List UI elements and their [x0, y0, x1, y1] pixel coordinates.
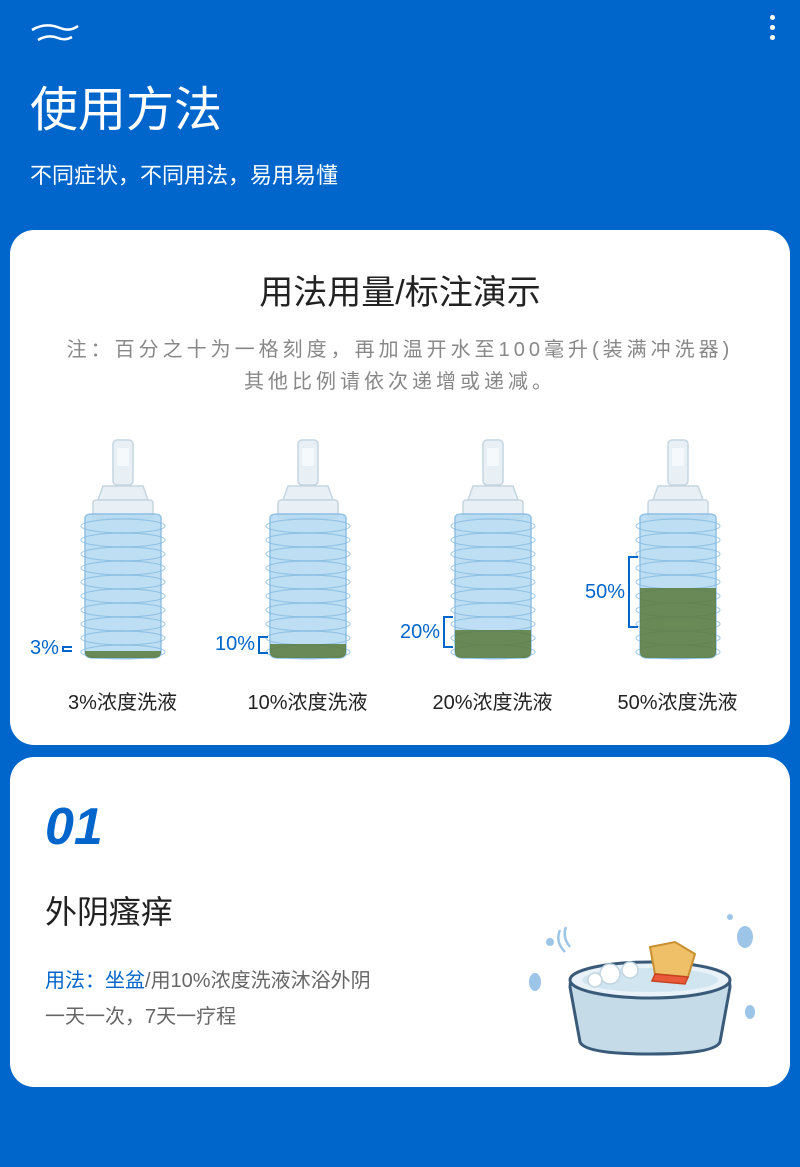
method-label: 坐盆: [105, 970, 145, 992]
bottle-icon: [618, 438, 738, 668]
percent-label: 50%: [585, 556, 638, 628]
percent-label: 20%: [400, 616, 453, 648]
more-menu-icon[interactable]: [770, 15, 775, 40]
bottle-wrap: 3%: [35, 428, 210, 668]
bottle-wrap: 20%: [405, 428, 580, 668]
page-title: 使用方法: [30, 70, 770, 140]
bottle-item: 20% 20%浓度洗液: [405, 428, 580, 715]
bottle-icon: [63, 438, 183, 668]
step-number: 01: [45, 797, 755, 857]
bottle-caption: 10%浓度洗液: [247, 686, 367, 715]
demo-note: 注：百分之十为一格刻度，再加温开水至100毫升(装满冲洗器) 其他比例请依次递增…: [35, 334, 765, 398]
bottle-caption: 20%浓度洗液: [432, 686, 552, 715]
header: 使用方法 不同症状，不同用法，易用易懂: [0, 0, 800, 205]
bottle-wrap: 10%: [220, 428, 395, 668]
logo-icon: [30, 20, 80, 50]
bottle-item: 50% 50%浓度洗液: [590, 428, 765, 715]
bottle-row: 3% 3%浓度洗液 10% 10%浓度洗液 20% 20%浓度洗液 50% 50%浓度洗…: [35, 428, 765, 715]
step-card: 01 外阴瘙痒 用法：坐盆/用10%浓度洗液沐浴外阴 一天一次，7天一疗程: [10, 757, 790, 1087]
bottle-wrap: 50%: [590, 428, 765, 668]
page-subtitle: 不同症状，不同用法，易用易懂: [30, 158, 770, 190]
demo-card-title: 用法用量/标注演示: [35, 265, 765, 314]
demo-card: 用法用量/标注演示 注：百分之十为一格刻度，再加温开水至100毫升(装满冲洗器)…: [10, 230, 790, 745]
usage-label: 用法：: [45, 970, 105, 992]
bottle-caption: 3%浓度洗液: [68, 686, 177, 715]
percent-label: 10%: [215, 633, 268, 656]
bottle-item: 10% 10%浓度洗液: [220, 428, 395, 715]
basin-illustration: [520, 892, 760, 1062]
bottle-item: 3% 3%浓度洗液: [35, 428, 210, 715]
percent-label: 3%: [30, 637, 72, 660]
bottle-caption: 50%浓度洗液: [617, 686, 737, 715]
